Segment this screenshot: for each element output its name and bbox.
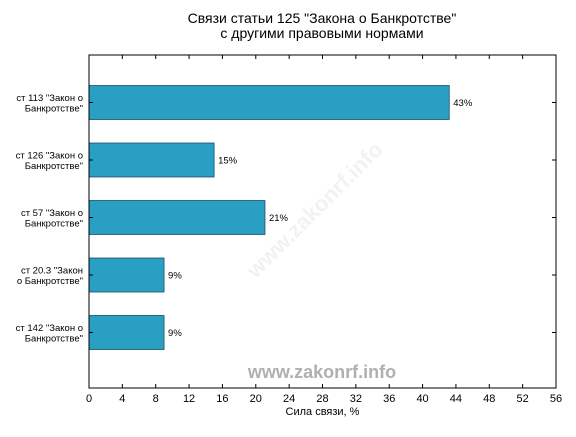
- x-tick-label: 16: [216, 393, 228, 405]
- x-tick-label: 12: [183, 393, 195, 405]
- y-tick-label: Банкротстве": [25, 334, 83, 345]
- watermark: www.zakonrf.info: [247, 362, 396, 382]
- x-tick-label: 24: [283, 393, 295, 405]
- bars-layer: [88, 85, 450, 350]
- bar: [88, 142, 215, 178]
- chart-title-line: с другими правовыми нормами: [220, 25, 423, 41]
- bar: [88, 257, 165, 293]
- y-tick-label: ст 113 "Закон о: [16, 93, 83, 104]
- data-label: 15%: [218, 156, 238, 167]
- y-tick-label: Банкротстве": [25, 219, 83, 230]
- x-axis-label: Сила связи, %: [286, 406, 360, 418]
- chart-title-line: Связи статьи 125 "Закона о Банкротстве": [188, 10, 457, 26]
- x-tick-label: 28: [316, 393, 328, 405]
- x-tick-label: 56: [550, 393, 562, 405]
- value-labels-layer: 43% 15% 21% 9% 9%: [168, 98, 473, 339]
- axes-layer: [88, 54, 557, 389]
- bar: [88, 315, 165, 350]
- y-tick-label: ст 57 "Закон о: [21, 208, 83, 219]
- x-tick-label: 20: [250, 393, 262, 405]
- x-tick-label: 40: [416, 393, 428, 405]
- data-label: 9%: [168, 271, 182, 282]
- bar: [88, 85, 450, 120]
- x-tick-label: 8: [153, 393, 159, 405]
- chart-title: Связи статьи 125 "Закона о Банкротстве"с…: [188, 10, 457, 41]
- y-tick-label: Банкротстве": [25, 104, 83, 115]
- x-tick-labels-layer: 0 4 8 12 16 20 24 28 32 36 40 44 48 52 56: [86, 393, 562, 405]
- y-tick-label: ст 142 "Закон о: [16, 323, 83, 334]
- x-tick-label: 52: [517, 393, 529, 405]
- y-tick-label: Банкротстве": [25, 161, 83, 172]
- data-label: 21%: [269, 213, 289, 224]
- x-tick-label: 32: [350, 393, 362, 405]
- y-tick-label: о Банкротстве": [17, 276, 83, 287]
- x-tick-label: 48: [483, 393, 495, 405]
- y-tick-label: ст 20.3 "Закон: [21, 266, 83, 277]
- x-tick-label: 44: [450, 393, 462, 405]
- x-tick-label: 4: [119, 393, 125, 405]
- bar: [88, 200, 266, 235]
- x-tick-label: 36: [383, 393, 395, 405]
- data-label: 43%: [453, 98, 473, 109]
- data-label: 9%: [168, 328, 182, 339]
- x-tick-label: 0: [86, 393, 92, 405]
- y-tick-label: ст 126 "Закон о: [16, 151, 83, 162]
